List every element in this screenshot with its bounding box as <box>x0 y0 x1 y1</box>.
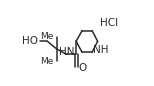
Text: NH: NH <box>93 45 109 55</box>
Text: Me: Me <box>40 57 54 66</box>
Text: O: O <box>79 63 87 73</box>
Text: HCl: HCl <box>100 18 118 28</box>
Text: HO: HO <box>22 36 38 46</box>
Text: HN: HN <box>59 47 74 57</box>
Text: Me: Me <box>40 32 54 41</box>
